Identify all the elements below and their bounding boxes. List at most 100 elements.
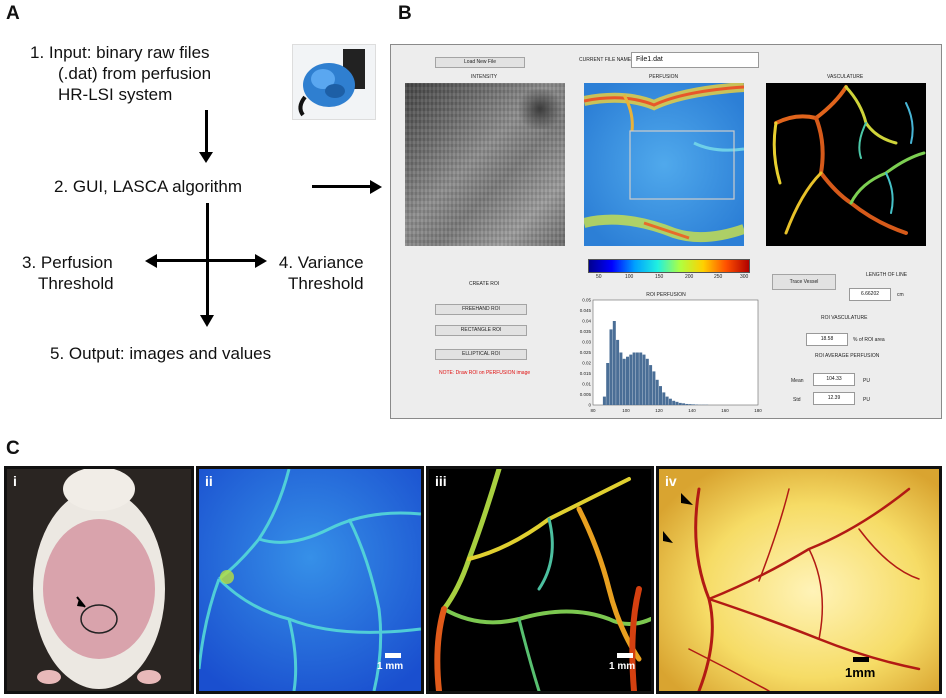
flow-step-5: 5. Output: images and values bbox=[50, 344, 272, 363]
photo-iv-brightfield: iv 1mm bbox=[656, 466, 942, 694]
histogram-bar bbox=[629, 354, 633, 405]
panel-label-c: C bbox=[6, 438, 20, 459]
panel-label-a: A bbox=[6, 3, 20, 24]
std-unit: PU bbox=[863, 397, 870, 403]
photo-i-mouse: i bbox=[4, 466, 194, 694]
histogram-x-tick: 120 bbox=[655, 408, 663, 413]
flow-step-1-line-2: (.dat) from perfusion bbox=[58, 64, 212, 83]
histogram-x-ticks: 80 100 120 140 160 180 bbox=[590, 408, 762, 413]
histogram-bar bbox=[626, 356, 629, 405]
histogram-bar bbox=[635, 352, 639, 405]
histogram-x-tick: 180 bbox=[754, 408, 762, 413]
histogram-x-tick: 140 bbox=[688, 408, 696, 413]
flow-step-1: 1. Input: binary raw files (.dat) from p… bbox=[30, 42, 211, 105]
photo-iv-label: iv bbox=[665, 473, 677, 489]
photo-ii-perfusion: ii 1 mm bbox=[196, 466, 424, 694]
photo-iii-scale-label: 1 mm bbox=[609, 661, 636, 672]
panel-label-b: B bbox=[398, 3, 412, 24]
flow-step-3-line-1: 3. Perfusion bbox=[22, 253, 113, 272]
photo-iii-vasculature: iii 1 mm bbox=[426, 466, 654, 694]
perfusion-image[interactable] bbox=[584, 83, 744, 246]
colorbar-tick: 250 bbox=[714, 274, 723, 280]
photo-iv-scale-label: 1mm bbox=[845, 665, 876, 680]
elliptical-roi-button[interactable]: ELLIPTICAL ROI bbox=[435, 349, 527, 360]
histogram-bar bbox=[662, 392, 666, 405]
perfusion-colorbar bbox=[588, 259, 750, 273]
vasculature-title: VASCULATURE bbox=[827, 74, 864, 80]
histogram-y-tick: 0.05 bbox=[582, 298, 591, 303]
flow-step-4: 4. Variance Threshold bbox=[266, 252, 364, 294]
histogram-bar bbox=[609, 329, 613, 405]
photo-i-label: i bbox=[13, 473, 17, 489]
roi-perfusion-histogram: ROI PERFUSION 0 0.005 0.01 0.015 0.02 0.025 0.… bbox=[580, 292, 763, 413]
histogram-bar bbox=[649, 365, 653, 405]
histogram-y-tick: 0.04 bbox=[582, 319, 591, 324]
histogram-bar bbox=[659, 386, 662, 405]
vasculature-unit: % of ROI area bbox=[853, 337, 885, 343]
perfusion-title: PERFUSION bbox=[649, 74, 679, 80]
histogram-bar bbox=[675, 401, 679, 405]
colorbar-tick: 100 bbox=[625, 274, 634, 280]
flow-step-4-line-1: 4. Variance bbox=[278, 253, 364, 272]
histogram-bar bbox=[622, 358, 626, 405]
colorbar-tick: 300 bbox=[740, 274, 749, 280]
photo-iv-scalebar bbox=[853, 657, 869, 662]
current-file-label: CURRENT FILE NAME: bbox=[579, 57, 633, 63]
gui-window: Load New File CURRENT FILE NAME: File1.d… bbox=[390, 44, 942, 419]
histogram-bar bbox=[616, 339, 620, 405]
histogram-x-tick: 100 bbox=[622, 408, 630, 413]
freehand-roi-button[interactable]: FREEHAND ROI bbox=[435, 304, 527, 315]
length-value-field[interactable]: 6.66202 bbox=[849, 288, 891, 301]
histogram-bar bbox=[655, 379, 659, 405]
histogram-bars bbox=[602, 321, 709, 405]
histogram-title: ROI PERFUSION bbox=[646, 292, 686, 298]
mean-unit: PU bbox=[863, 378, 870, 384]
histogram-y-tick: 0 bbox=[588, 403, 591, 408]
current-file-field[interactable]: File1.dat bbox=[631, 52, 759, 68]
histogram-y-ticks: 0 0.005 0.01 0.015 0.02 0.025 0.03 0.035 0.04 0.0… bbox=[580, 298, 592, 408]
histogram-y-tick: 0.01 bbox=[582, 382, 591, 387]
histogram-bar bbox=[692, 404, 695, 405]
intensity-title: INTENSITY bbox=[471, 74, 498, 80]
std-value-field[interactable]: 12.39 bbox=[813, 392, 855, 405]
load-file-button[interactable]: Load New File bbox=[435, 57, 525, 68]
std-label: Std bbox=[793, 397, 801, 403]
histogram-bar bbox=[612, 321, 616, 405]
histogram-bar bbox=[688, 404, 692, 405]
length-of-line-label: LENGTH OF LINE bbox=[866, 272, 908, 278]
histogram-bar bbox=[619, 352, 623, 405]
histogram-y-tick: 0.03 bbox=[582, 340, 591, 345]
flow-step-1-line-3: HR-LSI system bbox=[58, 85, 173, 104]
vasculature-value-field[interactable]: 18.58 bbox=[806, 333, 848, 346]
flow-step-3-line-2: Threshold bbox=[38, 274, 114, 293]
histogram-y-tick: 0.02 bbox=[582, 361, 591, 366]
histogram-y-tick: 0.015 bbox=[580, 371, 592, 376]
histogram-bar bbox=[632, 352, 636, 405]
histogram-y-tick: 0.045 bbox=[580, 308, 592, 313]
vasculature-image[interactable] bbox=[766, 83, 926, 246]
colorbar-tick: 150 bbox=[655, 274, 664, 280]
flow-step-4-line-2: Threshold bbox=[288, 274, 364, 293]
rectangle-roi-button[interactable]: RECTANGLE ROI bbox=[435, 325, 527, 336]
mean-value-field[interactable]: 104.33 bbox=[813, 373, 855, 386]
histogram-bar bbox=[642, 354, 646, 405]
colorbar-ticks: 50 100 150 200 250 300 bbox=[588, 274, 750, 282]
colorbar-tick: 200 bbox=[685, 274, 694, 280]
trace-vessel-button[interactable]: Trace Vessel bbox=[772, 274, 836, 290]
histogram-x-tick: 80 bbox=[590, 408, 596, 413]
flow-step-3: 3. Perfusion Threshold bbox=[22, 252, 114, 294]
histogram-x-tick: 160 bbox=[721, 408, 729, 413]
histogram-bar bbox=[639, 352, 643, 405]
histogram-bar bbox=[665, 396, 669, 405]
histogram-bar bbox=[645, 358, 649, 405]
histogram-bar bbox=[685, 403, 689, 405]
create-roi-label: CREATE ROI bbox=[469, 281, 500, 287]
roi-note: NOTE: Draw ROI on PERFUSION image bbox=[439, 370, 531, 376]
intensity-image[interactable] bbox=[405, 83, 565, 246]
photo-ii-label: ii bbox=[205, 473, 213, 489]
colorbar-tick: 50 bbox=[596, 274, 602, 280]
histogram-y-tick: 0.005 bbox=[580, 392, 592, 397]
length-unit: cm bbox=[897, 292, 904, 298]
mean-label: Mean bbox=[791, 378, 804, 384]
photo-ii-scale-label: 1 mm bbox=[377, 661, 404, 672]
